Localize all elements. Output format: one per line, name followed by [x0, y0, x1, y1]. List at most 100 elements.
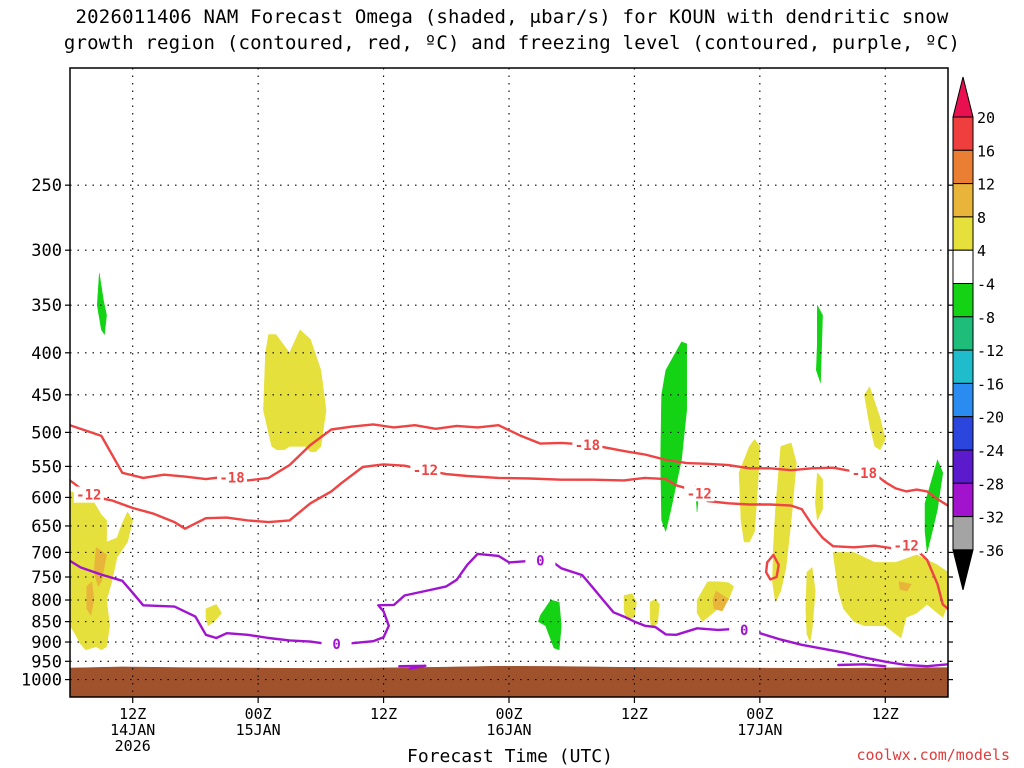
contour-line [70, 463, 948, 610]
contour-label-bg [217, 469, 248, 486]
y-tick-label: 500 [31, 423, 62, 443]
x-tick-label: 12Z [621, 705, 648, 723]
omega-region [263, 329, 327, 453]
omega-region [93, 547, 107, 587]
omega-region [538, 599, 562, 651]
colorbar-label: 16 [977, 142, 995, 160]
colorbar-swatch [952, 149, 974, 185]
colorbar-label: -36 [977, 542, 1004, 560]
contour-label-bg [572, 436, 603, 453]
x-tick-label: 16JAN [486, 721, 531, 739]
colorbar-swatch [952, 416, 974, 451]
colorbar-swatch [952, 516, 974, 551]
colorbar: 20 16 12 8 4 -4 -8 -12 -16 -20 -24 -28 -32 -36 [952, 76, 1004, 591]
colorbar-swatch [952, 283, 974, 318]
y-tick-label: 700 [31, 543, 62, 563]
y-tick-label: 750 [31, 568, 62, 588]
colorbar-label: -32 [977, 509, 1004, 527]
contour-label-bg [729, 621, 760, 638]
omega-region [738, 439, 761, 543]
contour-label-bg [525, 552, 556, 569]
x-tick-label: 00Z [495, 705, 522, 723]
colorbar-label: -28 [977, 475, 1004, 493]
y-axis-ticks: 2503003504004505005506006507007508008509… [21, 176, 953, 691]
y-tick-label: 850 [31, 613, 62, 633]
grid-lines [70, 68, 948, 697]
colorbar-label: -8 [977, 309, 995, 327]
x-tick-label: 00Z [245, 705, 272, 723]
contour-line [764, 553, 780, 581]
colorbar-label: -24 [977, 442, 1004, 460]
contour-label: -12 [76, 488, 101, 504]
x-tick-label: 12Z [370, 705, 397, 723]
colorbar-label: -4 [977, 276, 995, 294]
colorbar-bottom-arrow [952, 549, 974, 591]
colorbar-swatch [952, 183, 974, 218]
colorbar-label: -20 [977, 409, 1004, 427]
x-tick-label: 12Z [119, 705, 146, 723]
contour-label-bg [684, 485, 715, 502]
omega-region [816, 304, 823, 383]
omega-region [649, 598, 660, 627]
colorbar-swatch [952, 116, 974, 151]
contour-label: -18 [575, 438, 600, 454]
colorbar-label: -16 [977, 375, 1004, 393]
contour-label: -12 [687, 486, 712, 502]
colorbar-label: 12 [977, 176, 995, 194]
colorbar-swatch [952, 382, 974, 418]
plot-frame [69, 67, 949, 698]
colorbar-swatch [952, 349, 974, 384]
contour-label: -12 [894, 539, 919, 555]
y-tick-label: 800 [31, 591, 62, 611]
omega-region [864, 386, 886, 451]
x-axis-label: Forecast Time (UTC) [407, 746, 613, 767]
x-tick-label: 12Z [872, 705, 899, 723]
contour-labels: -18 -18 -18 -12 -12 -12 -12 0 0 0 [73, 436, 922, 653]
contour-label-bg [321, 636, 352, 653]
contour-label: 0 [740, 623, 748, 639]
omega-region [924, 459, 944, 553]
omega-region [660, 341, 687, 532]
contour-label-bg [410, 462, 441, 479]
contour-label-bg [73, 486, 104, 503]
contour-label: -12 [413, 463, 438, 479]
omega-region [815, 472, 823, 521]
omega-region [205, 604, 222, 627]
y-tick-label: 600 [31, 488, 62, 508]
contour-line [837, 663, 887, 668]
contour-lines [70, 423, 948, 670]
colorbar-swatch [952, 249, 974, 284]
omega-region [712, 590, 729, 612]
contour-label: 0 [536, 554, 544, 570]
colorbar-swatch [952, 216, 974, 251]
omega-region [70, 665, 948, 697]
y-tick-label: 900 [31, 633, 62, 653]
x-tick-label: 15JAN [236, 721, 281, 739]
title-line-1: 2026011406 NAM Forecast Omega (shaded, μ… [75, 6, 949, 28]
credit-link[interactable]: coolwx.com/models [856, 746, 1010, 764]
x-tick-label: 17JAN [737, 721, 782, 739]
omega-region [96, 272, 107, 335]
y-tick-label: 250 [31, 176, 62, 196]
y-tick-label: 450 [31, 386, 62, 406]
x-tick-label: 2026 [115, 737, 151, 755]
shaded-omega-regions [70, 272, 948, 697]
colorbar-swatch [952, 482, 974, 518]
y-tick-label: 1000 [21, 671, 62, 691]
contour-label-bg [891, 537, 922, 554]
colorbar-swatch [952, 449, 974, 484]
colorbar-label: 4 [977, 242, 986, 260]
omega-region [805, 567, 816, 643]
colorbar-label: -12 [977, 342, 1004, 360]
omega-region [898, 581, 912, 592]
contour-line [398, 664, 427, 670]
y-tick-label: 550 [31, 457, 62, 477]
contour-label: 0 [332, 637, 340, 653]
omega-region [86, 581, 95, 616]
y-tick-label: 350 [31, 296, 62, 316]
contour-label: -18 [219, 471, 244, 487]
contour-label-bg [849, 464, 880, 481]
title-line-2: growth region (contoured, red, ºC) and f… [63, 32, 961, 54]
